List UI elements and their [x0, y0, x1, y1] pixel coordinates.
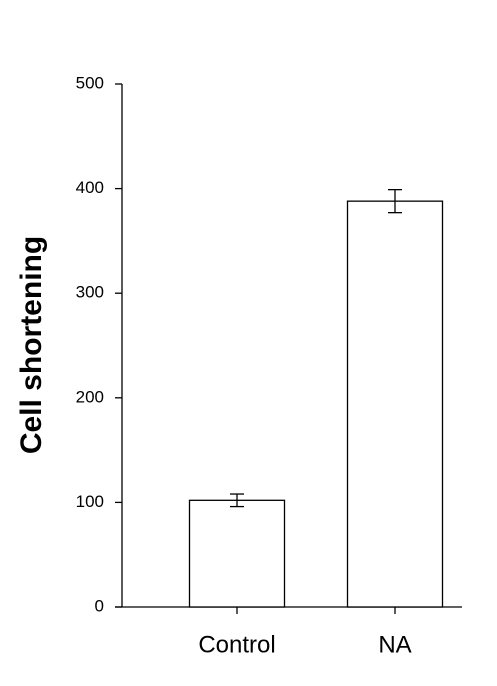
y-tick-label: 200: [76, 387, 104, 406]
x-tick-label: Control: [198, 631, 275, 658]
y-tick-label: 300: [76, 283, 104, 302]
error-bar: [388, 188, 402, 214]
y-tick-label: 500: [76, 73, 104, 92]
y-axis-label: Cell shortening: [15, 236, 48, 454]
y-tick-label: 0: [95, 596, 104, 615]
y-tick-label: 400: [76, 178, 104, 197]
error-bar: [230, 493, 244, 508]
y-tick-label: 100: [76, 492, 104, 511]
x-tick-label: NA: [378, 631, 411, 658]
bar: [188, 499, 286, 608]
bar: [346, 200, 444, 608]
